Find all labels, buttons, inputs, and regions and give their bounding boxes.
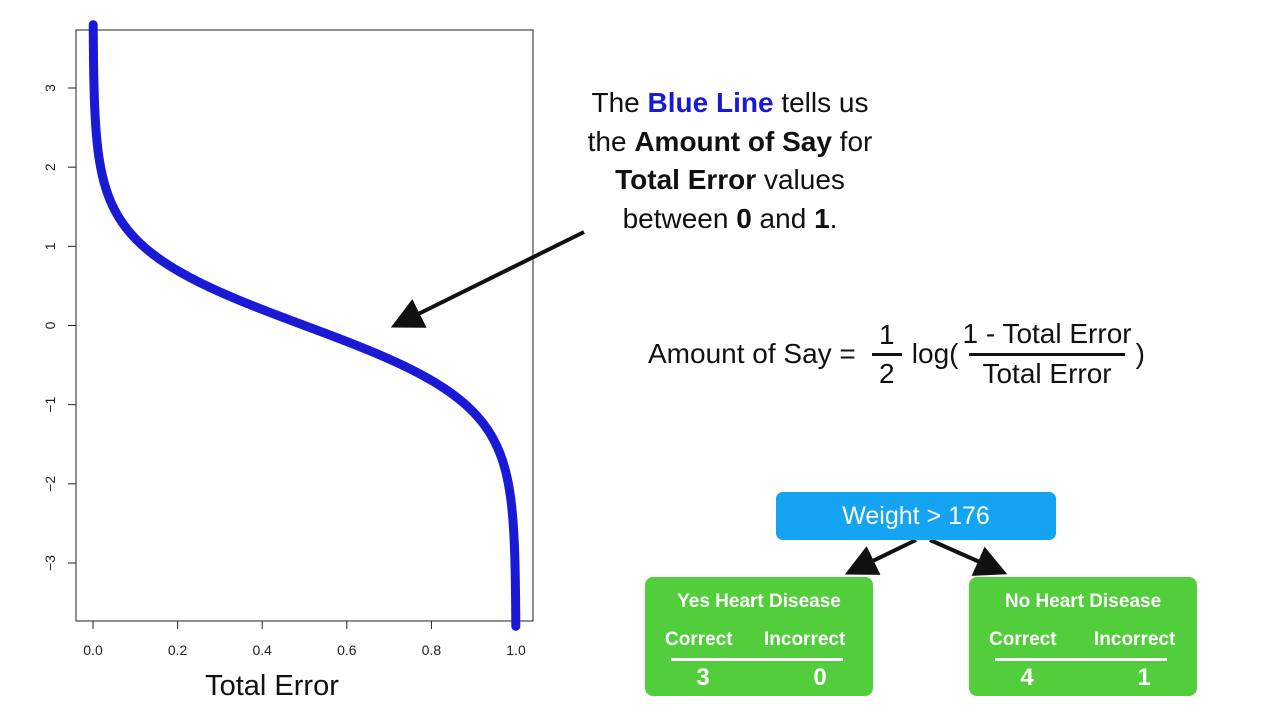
callout-text: for bbox=[831, 125, 873, 157]
leaf-yes-heart-disease: Yes Heart Disease Correct Incorrect 3 0 bbox=[645, 577, 873, 696]
correct-header: Correct bbox=[665, 629, 733, 650]
callout-one: 1 bbox=[814, 202, 830, 234]
blue-line-callout: The Blue Line tells us the Amount of Say… bbox=[545, 84, 915, 238]
incorrect-header: Incorrect bbox=[764, 629, 846, 650]
root-node-label: Weight > 176 bbox=[842, 501, 990, 530]
y-tick-label: −1 bbox=[42, 396, 58, 412]
y-tick-label: 0 bbox=[42, 321, 58, 329]
x-tick-label: 0.6 bbox=[337, 642, 357, 658]
callout-text: and bbox=[751, 202, 815, 234]
incorrect-count: 0 bbox=[813, 664, 827, 691]
callout-text: . bbox=[829, 202, 838, 234]
incorrect-count: 1 bbox=[1137, 664, 1151, 691]
x-axis: 0.0 0.2 0.4 0.6 0.8 1.0 bbox=[83, 620, 526, 658]
y-tick-label: −3 bbox=[42, 555, 58, 571]
incorrect-header: Incorrect bbox=[1094, 629, 1176, 650]
formula-lhs: Amount of Say = bbox=[648, 338, 856, 369]
callout-line-1: The Blue Line tells us bbox=[545, 84, 915, 123]
y-tick-label: −2 bbox=[42, 476, 58, 492]
callout-text: values bbox=[756, 164, 845, 195]
callout-text: between bbox=[622, 202, 737, 234]
callout-line-2: the Amount of Say for bbox=[545, 123, 915, 162]
callout-amount-of-say: Amount of Say bbox=[634, 125, 832, 157]
leaf-title: Yes Heart Disease bbox=[677, 591, 841, 612]
root-node-weight: Weight > 176 bbox=[776, 492, 1056, 540]
error-ratio-fraction: 1 - Total Error Total Error bbox=[963, 319, 1132, 389]
log-function: log( bbox=[911, 338, 959, 369]
half-numerator: 1 bbox=[879, 318, 895, 350]
close-paren: ) bbox=[1135, 338, 1145, 369]
ratio-numerator: 1 - Total Error bbox=[962, 318, 1132, 349]
x-tick-label: 1.0 bbox=[506, 642, 526, 658]
callout-text: The bbox=[591, 87, 648, 118]
ratio-denominator: Total Error bbox=[982, 358, 1112, 389]
ratio-fraction-bar bbox=[969, 353, 1126, 356]
callout-line-4: between 0 and 1. bbox=[545, 200, 915, 239]
leaf-divider bbox=[671, 658, 843, 661]
callout-blue-line: Blue Line bbox=[647, 87, 774, 118]
correct-count: 4 bbox=[1020, 664, 1034, 691]
x-tick-label: 0.0 bbox=[83, 642, 103, 658]
leaf-divider bbox=[995, 658, 1167, 661]
correct-count: 3 bbox=[696, 664, 710, 691]
callout-line-3: Total Error values bbox=[545, 161, 915, 200]
callout-text: tells us bbox=[773, 87, 869, 118]
y-tick-label: 2 bbox=[42, 163, 58, 171]
correct-header: Correct bbox=[989, 629, 1057, 650]
x-tick-label: 0.8 bbox=[422, 642, 442, 658]
callout-total-error: Total Error bbox=[615, 164, 757, 195]
half-fraction: 1 2 bbox=[871, 318, 902, 389]
half-denominator: 2 bbox=[879, 357, 895, 389]
y-tick-label: 3 bbox=[42, 84, 58, 92]
leaf-title: No Heart Disease bbox=[1004, 591, 1162, 612]
x-tick-label: 0.4 bbox=[252, 642, 272, 658]
y-axis: 3 2 1 0 −1 −2 −3 bbox=[42, 84, 77, 571]
callout-zero: 0 bbox=[736, 202, 752, 234]
x-tick-label: 0.2 bbox=[168, 642, 188, 658]
half-fraction-bar bbox=[871, 352, 902, 356]
x-axis-label: Total Error bbox=[205, 670, 339, 702]
blue-line-curve bbox=[88, 20, 521, 631]
y-tick-label: 1 bbox=[42, 242, 58, 250]
leaf-no-heart-disease: No Heart Disease Correct Incorrect 4 1 bbox=[969, 577, 1197, 696]
amount-of-say-formula: Amount of Say = 1 2 log( 1 - Total Error… bbox=[648, 312, 1145, 396]
callout-text: the bbox=[587, 125, 635, 157]
